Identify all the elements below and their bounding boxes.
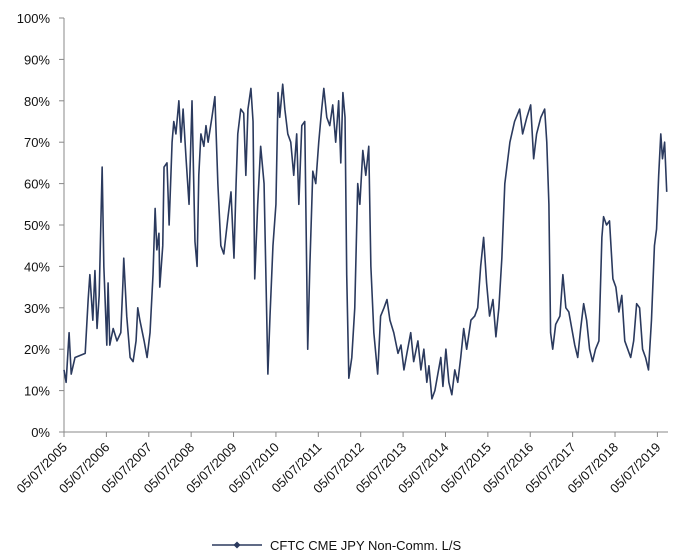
y-tick-label: 50%: [24, 218, 50, 233]
y-tick-label: 40%: [24, 259, 50, 274]
y-tick-label: 0%: [31, 425, 50, 440]
y-tick-label: 90%: [24, 52, 50, 67]
y-tick-label: 30%: [24, 301, 50, 316]
legend-marker: [233, 541, 241, 549]
y-tick-label: 20%: [24, 342, 50, 357]
y-tick-label: 60%: [24, 177, 50, 192]
data-line: [63, 83, 668, 400]
y-tick-label: 100%: [17, 11, 51, 26]
legend-label: CFTC CME JPY Non-Comm. L/S: [270, 538, 462, 553]
y-tick-label: 10%: [24, 384, 50, 399]
y-tick-label: 70%: [24, 135, 50, 150]
y-tick-label: 80%: [24, 94, 50, 109]
